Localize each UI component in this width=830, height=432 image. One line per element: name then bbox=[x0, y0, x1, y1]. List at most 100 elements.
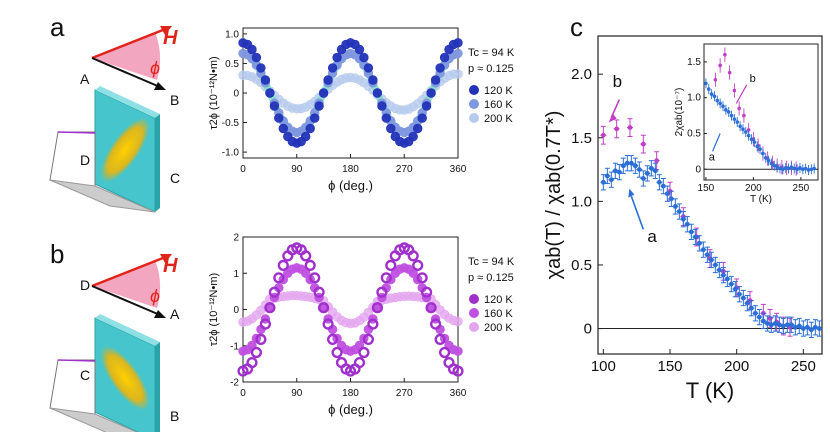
inset-y-axis-label: 2χab(10⁻⁷) bbox=[674, 88, 685, 137]
schematic-b: H ϕ D A B C bbox=[49, 254, 180, 432]
inset-data-point bbox=[709, 92, 714, 96]
data-point bbox=[408, 131, 418, 142]
y-tick-label: 0.5 bbox=[225, 59, 239, 70]
b-axis-arrow bbox=[91, 57, 161, 88]
angle-wedge bbox=[92, 260, 161, 308]
x-axis-label: T (K) bbox=[686, 378, 734, 403]
data-point bbox=[251, 52, 262, 63]
data-point bbox=[644, 170, 650, 176]
y-axis-label: τ2ϕ (10⁻¹²N•m) bbox=[208, 56, 220, 129]
data-point bbox=[688, 229, 694, 235]
inset-data-point bbox=[798, 166, 802, 170]
data-point bbox=[250, 346, 263, 359]
data-point bbox=[353, 357, 366, 369]
data-point bbox=[421, 286, 433, 298]
data-point bbox=[453, 48, 463, 59]
y-tick-label: 2 bbox=[233, 233, 239, 244]
data-point bbox=[435, 63, 445, 73]
data-point bbox=[417, 113, 427, 123]
data-point bbox=[256, 63, 266, 73]
data-point bbox=[368, 75, 378, 85]
field-arrow bbox=[91, 254, 169, 288]
data-point bbox=[700, 247, 706, 253]
platform bbox=[49, 179, 156, 213]
inset-data-point bbox=[715, 98, 720, 103]
series-arrow-a bbox=[630, 195, 645, 230]
data-point bbox=[305, 123, 315, 134]
data-point bbox=[413, 123, 423, 134]
data-point bbox=[740, 295, 746, 301]
corner-label-C: C bbox=[80, 367, 90, 383]
y-tick-label: 0 bbox=[233, 305, 239, 316]
data-point bbox=[371, 302, 384, 314]
inset-x-axis-label: T (K) bbox=[750, 194, 772, 205]
legend-label: 160 K bbox=[484, 308, 513, 320]
angle-label: ϕ bbox=[150, 286, 160, 306]
y-tick-label: 1.0 bbox=[571, 193, 592, 210]
data-point bbox=[277, 259, 289, 272]
series-label-a: a bbox=[647, 227, 657, 246]
inset-data-point bbox=[795, 167, 799, 172]
data-point bbox=[668, 196, 674, 202]
data-point bbox=[640, 141, 646, 147]
inset-data-point bbox=[801, 167, 805, 172]
inset-data-point bbox=[742, 113, 746, 118]
data-point bbox=[332, 52, 342, 63]
data-point bbox=[376, 286, 388, 298]
data-point bbox=[720, 272, 726, 278]
data-point bbox=[363, 63, 374, 73]
legend-label: 120 K bbox=[484, 85, 513, 97]
data-point bbox=[408, 268, 418, 278]
inset-data-point bbox=[706, 87, 711, 91]
data-point bbox=[331, 346, 343, 359]
chart-a: 0 90 180 270 360 1.0 0.5 0 -0.5 -1.0 ϕ (deg.) τ2ϕ (… bbox=[208, 27, 515, 193]
data-point bbox=[247, 44, 257, 55]
data-point bbox=[600, 132, 606, 138]
data-point bbox=[640, 176, 646, 181]
inset-data-point bbox=[775, 165, 779, 169]
inset-data-point bbox=[704, 81, 708, 86]
data-point bbox=[660, 183, 666, 189]
data-point bbox=[608, 177, 614, 183]
inset-y-tick-label: 1.5 bbox=[687, 57, 701, 68]
data-point bbox=[684, 221, 690, 227]
y-axis-label: χab(T) / χab(0.7T*) bbox=[543, 111, 565, 280]
data-point bbox=[704, 252, 710, 258]
data-point bbox=[359, 52, 369, 63]
corner-label-D: D bbox=[80, 277, 90, 293]
data-point bbox=[381, 113, 391, 123]
data-point bbox=[412, 259, 424, 272]
inset-data-point bbox=[738, 124, 742, 129]
inset-data-point bbox=[809, 167, 814, 172]
data-point bbox=[354, 44, 365, 55]
data-point bbox=[385, 259, 397, 272]
data-point bbox=[416, 272, 428, 284]
y-tick-label: 1.0 bbox=[225, 29, 239, 40]
inset-data-point bbox=[737, 106, 741, 111]
legend-marker bbox=[469, 113, 479, 123]
data-point bbox=[372, 88, 383, 98]
y-tick-label: -0.5 bbox=[222, 118, 240, 129]
x-tick-label: 360 bbox=[450, 164, 467, 175]
x-tick-label: 250 bbox=[791, 358, 816, 375]
inset-data-point bbox=[792, 166, 797, 171]
data-point bbox=[268, 286, 281, 298]
data-point bbox=[274, 113, 284, 123]
x-axis-label: ϕ (deg.) bbox=[328, 178, 373, 193]
inset-label-b: b bbox=[750, 73, 756, 85]
data-point bbox=[314, 101, 324, 111]
data-point bbox=[712, 262, 718, 268]
field-label: H bbox=[163, 255, 178, 277]
a-axis-arrow bbox=[91, 285, 161, 316]
inset-data-point bbox=[746, 128, 751, 132]
data-point bbox=[327, 63, 338, 73]
inset-arrow-a bbox=[711, 133, 721, 152]
data-point bbox=[736, 291, 742, 297]
y-tick-label: -1.0 bbox=[222, 148, 240, 159]
chart-c: 100 150 200 250 0 0.5 1.0 1.5 2.0 T (K) χab(T) / χ… bbox=[543, 35, 823, 403]
data-point bbox=[453, 316, 463, 327]
inset-data-point bbox=[781, 167, 785, 172]
data-point bbox=[748, 305, 754, 311]
data-point bbox=[264, 302, 276, 314]
